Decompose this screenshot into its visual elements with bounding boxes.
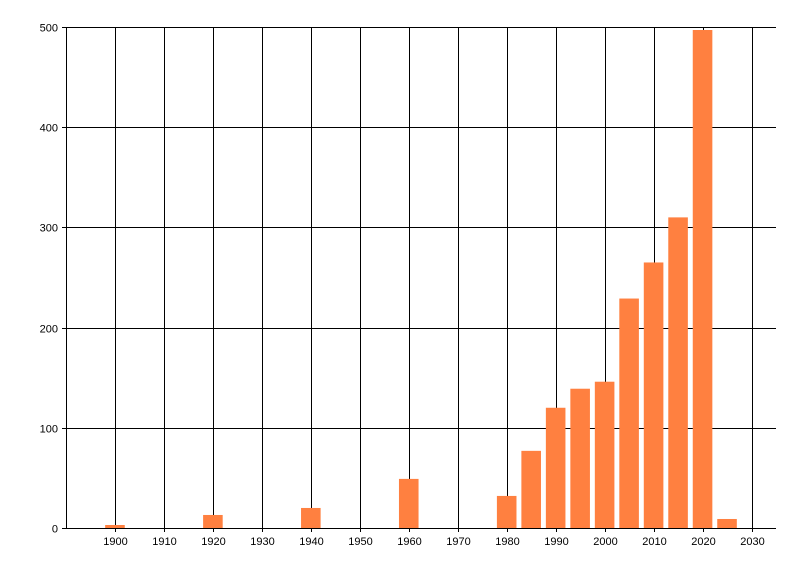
bar	[594, 381, 615, 528]
bar	[717, 518, 737, 528]
y-tick-label: 0	[52, 524, 58, 536]
bar	[545, 407, 566, 528]
x-tick-label: 1910	[152, 536, 176, 548]
x-tick-label: 1940	[299, 536, 323, 548]
x-tick-label: 1970	[446, 536, 470, 548]
bar	[398, 478, 419, 528]
x-tick-label: 1900	[103, 536, 127, 548]
bar	[643, 262, 664, 528]
bar	[668, 217, 688, 528]
bar	[203, 514, 223, 528]
y-tick-label: 500	[40, 23, 58, 35]
bar	[619, 298, 639, 528]
bar	[692, 30, 713, 528]
y-tick-label: 300	[40, 223, 58, 235]
bar	[301, 507, 321, 528]
x-tick-label: 1950	[348, 536, 372, 548]
x-tick-label: 1990	[544, 536, 568, 548]
x-tick-label: 2030	[740, 536, 764, 548]
y-tick-label: 100	[40, 424, 58, 436]
bar	[570, 388, 590, 528]
bar	[105, 524, 125, 528]
x-tick-label: 1980	[495, 536, 519, 548]
y-tick-label: 200	[40, 324, 58, 336]
bar	[521, 450, 541, 528]
x-tick-label: 1930	[250, 536, 274, 548]
y-tick-label: 400	[40, 123, 58, 135]
x-tick-label: 1920	[201, 536, 225, 548]
bar	[496, 495, 517, 528]
x-tick-label: 2000	[593, 536, 617, 548]
x-tick-label: 2010	[642, 536, 666, 548]
x-tick-label: 2020	[691, 536, 715, 548]
x-tick-label: 1960	[397, 536, 421, 548]
